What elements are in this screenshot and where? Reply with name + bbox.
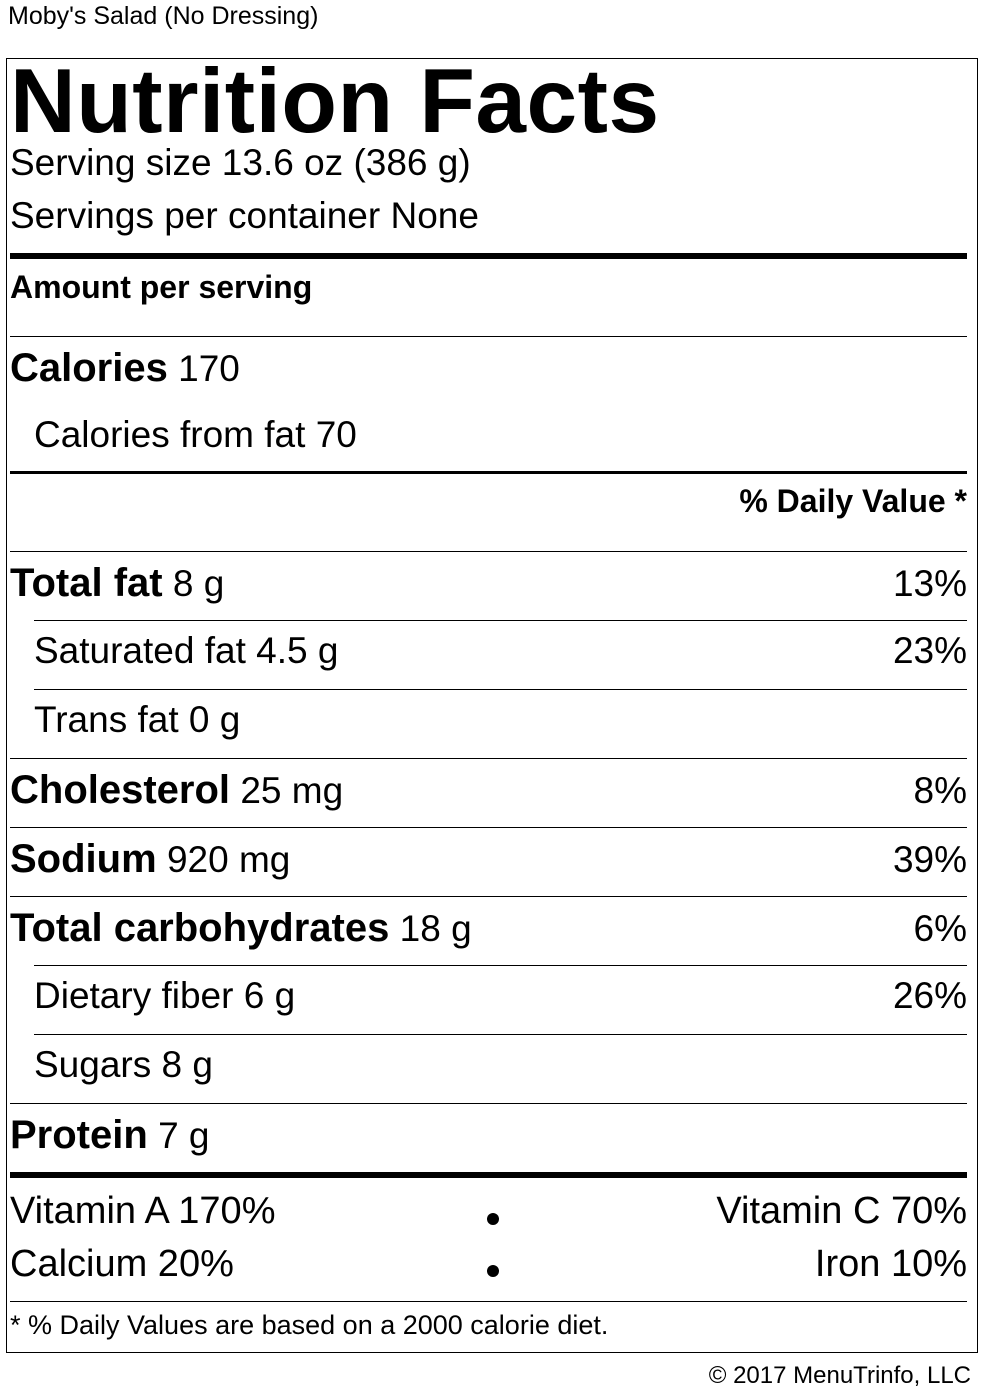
daily-value-header: % Daily Value * bbox=[739, 483, 967, 519]
sodium-label: Sodium bbox=[10, 837, 157, 881]
calcium: Calcium 20% bbox=[10, 1243, 234, 1285]
divider-thick bbox=[10, 1172, 967, 1178]
total-fat-dv: 13% bbox=[892, 563, 967, 604]
divider bbox=[10, 758, 967, 759]
sugars-label: Sugars 8 g bbox=[34, 1044, 213, 1085]
total-carbohydrates-dv: 6% bbox=[913, 908, 967, 949]
total-carbohydrates-amount: 18 g bbox=[399, 908, 472, 949]
saturated-fat-label: Saturated fat 4.5 g bbox=[34, 630, 339, 671]
divider bbox=[34, 1034, 967, 1035]
divider bbox=[34, 965, 967, 966]
vitamin-c: Vitamin C 70% bbox=[716, 1190, 967, 1232]
cholesterol-row: Cholesterol 25 mg 8% bbox=[10, 768, 967, 813]
footnote: * % Daily Values are based on a 2000 cal… bbox=[10, 1310, 609, 1340]
total-fat-row: Total fat 8 g 13% bbox=[10, 561, 967, 606]
sodium-dv: 39% bbox=[892, 839, 967, 880]
calories-label: Calories bbox=[10, 346, 168, 390]
bullet-icon bbox=[487, 1213, 499, 1225]
item-name: Moby's Salad (No Dressing) bbox=[8, 2, 319, 30]
vitamin-a: Vitamin A 170% bbox=[10, 1190, 276, 1232]
amount-per-serving: Amount per serving bbox=[10, 269, 313, 305]
divider bbox=[10, 336, 967, 337]
divider bbox=[10, 1103, 967, 1104]
total-carbohydrates-row: Total carbohydrates 18 g 6% bbox=[10, 906, 967, 951]
total-fat-amount: 8 g bbox=[172, 563, 225, 604]
saturated-fat-dv: 23% bbox=[892, 630, 967, 671]
divider bbox=[34, 689, 967, 690]
protein-label: Protein bbox=[10, 1113, 148, 1157]
sodium-row: Sodium 920 mg 39% bbox=[10, 837, 967, 882]
label-title: Nutrition Facts bbox=[10, 51, 660, 152]
total-fat-label: Total fat bbox=[10, 561, 163, 605]
divider bbox=[34, 620, 967, 621]
protein-amount: 7 g bbox=[158, 1115, 210, 1156]
total-carbohydrates-label: Total carbohydrates bbox=[10, 906, 390, 950]
dietary-fiber-label: Dietary fiber 6 g bbox=[34, 975, 296, 1016]
calories-from-fat-row: Calories from fat 70 bbox=[34, 414, 967, 456]
nutrition-label: Nutrition Facts Serving size 13.6 oz (38… bbox=[6, 51, 978, 1353]
calories-row: Calories 170 bbox=[10, 346, 967, 391]
divider bbox=[10, 827, 967, 828]
divider-thick bbox=[10, 253, 967, 259]
servings-per-container: Servings per container None bbox=[10, 195, 479, 236]
bullet-icon bbox=[487, 1265, 499, 1277]
sugars-row: Sugars 8 g bbox=[34, 1044, 967, 1086]
divider bbox=[10, 1301, 967, 1302]
divider bbox=[10, 896, 967, 897]
calories-value: 170 bbox=[178, 348, 240, 389]
divider bbox=[10, 551, 967, 552]
cholesterol-amount: 25 mg bbox=[240, 770, 344, 811]
trans-fat-label: Trans fat 0 g bbox=[34, 699, 241, 740]
cholesterol-dv: 8% bbox=[913, 770, 967, 811]
cholesterol-label: Cholesterol bbox=[10, 768, 231, 812]
calories-from-fat: Calories from fat 70 bbox=[34, 414, 357, 455]
trans-fat-row: Trans fat 0 g bbox=[34, 699, 967, 741]
dietary-fiber-dv: 26% bbox=[892, 975, 967, 1016]
sodium-amount: 920 mg bbox=[166, 839, 291, 880]
dietary-fiber-row: Dietary fiber 6 g 26% bbox=[34, 975, 967, 1017]
protein-row: Protein 7 g bbox=[10, 1113, 967, 1158]
serving-size: Serving size 13.6 oz (386 g) bbox=[10, 142, 471, 183]
copyright: © 2017 MenuTrinfo, LLC bbox=[708, 1362, 971, 1389]
iron: Iron 10% bbox=[814, 1243, 967, 1285]
divider-medium bbox=[10, 471, 967, 474]
saturated-fat-row: Saturated fat 4.5 g 23% bbox=[34, 630, 967, 672]
